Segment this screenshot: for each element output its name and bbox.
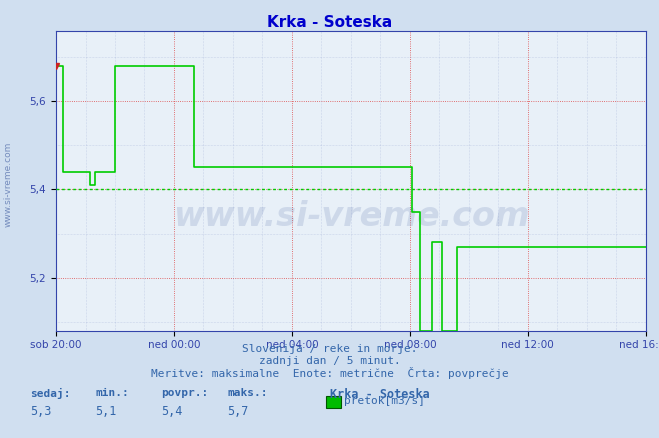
Text: 5,4: 5,4 <box>161 405 183 418</box>
Text: Meritve: maksimalne  Enote: metrične  Črta: povprečje: Meritve: maksimalne Enote: metrične Črta… <box>151 367 508 379</box>
Text: 5,1: 5,1 <box>96 405 117 418</box>
Text: 5,3: 5,3 <box>30 405 51 418</box>
Text: Krka - Soteska: Krka - Soteska <box>267 15 392 30</box>
Text: zadnji dan / 5 minut.: zadnji dan / 5 minut. <box>258 356 401 366</box>
Text: maks.:: maks.: <box>227 388 268 398</box>
Text: www.si-vreme.com: www.si-vreme.com <box>3 141 13 226</box>
Text: pretok[m3/s]: pretok[m3/s] <box>344 396 425 406</box>
Text: Slovenija / reke in morje.: Slovenija / reke in morje. <box>242 344 417 354</box>
Text: sedaj:: sedaj: <box>30 388 70 399</box>
Text: min.:: min.: <box>96 388 129 398</box>
Text: Krka - Soteska: Krka - Soteska <box>330 388 429 401</box>
Text: www.si-vreme.com: www.si-vreme.com <box>173 200 529 233</box>
Text: 5,7: 5,7 <box>227 405 248 418</box>
Text: povpr.:: povpr.: <box>161 388 209 398</box>
